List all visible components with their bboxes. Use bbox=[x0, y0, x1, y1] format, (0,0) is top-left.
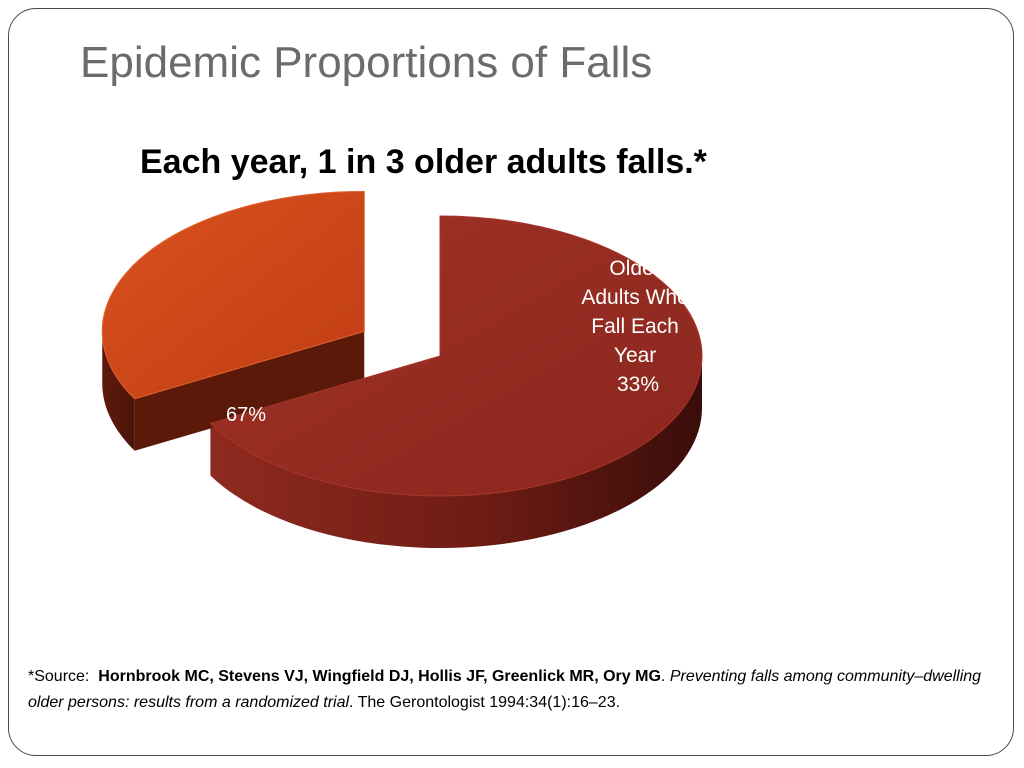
slide-subtitle: Each year, 1 in 3 older adults falls.* bbox=[140, 143, 707, 181]
pie-slice-0 bbox=[209, 215, 703, 497]
slice-label-line-2: Adults Who bbox=[581, 286, 688, 309]
pie-chart: 67% Older Adults Who Fall Each Year 33% bbox=[101, 190, 703, 548]
slice-label-line-3: Fall Each bbox=[591, 315, 679, 338]
pie-slice-side-0 bbox=[210, 356, 702, 548]
slice-value-label-falls: 33% bbox=[617, 373, 659, 396]
slice-label-falls: Older Adults Who Fall Each Year 33% bbox=[581, 257, 694, 396]
citation: *Source: Hornbrook MC, Stevens VJ, Wingf… bbox=[28, 664, 988, 716]
citation-period: . bbox=[660, 668, 666, 685]
pie-slice-cut-1 bbox=[134, 331, 365, 451]
slice-label-line-4: Year bbox=[614, 344, 656, 367]
citation-title: Preventing falls among community–dwellin… bbox=[28, 668, 982, 711]
slide-title: Epidemic Proportions of Falls bbox=[80, 38, 653, 87]
pie-slice-side-1 bbox=[102, 331, 135, 451]
citation-journal: . The Gerontologist 1994:34(1):16–23. bbox=[349, 694, 621, 711]
citation-prefix: *Source: bbox=[28, 668, 90, 685]
slice-label-line-1: Older bbox=[609, 257, 660, 280]
slice-value-label-main: 67% bbox=[226, 404, 266, 426]
citation-authors: Hornbrook MC, Stevens VJ, Wingfield DJ, … bbox=[98, 668, 661, 685]
pie-slice-1 bbox=[101, 190, 365, 400]
